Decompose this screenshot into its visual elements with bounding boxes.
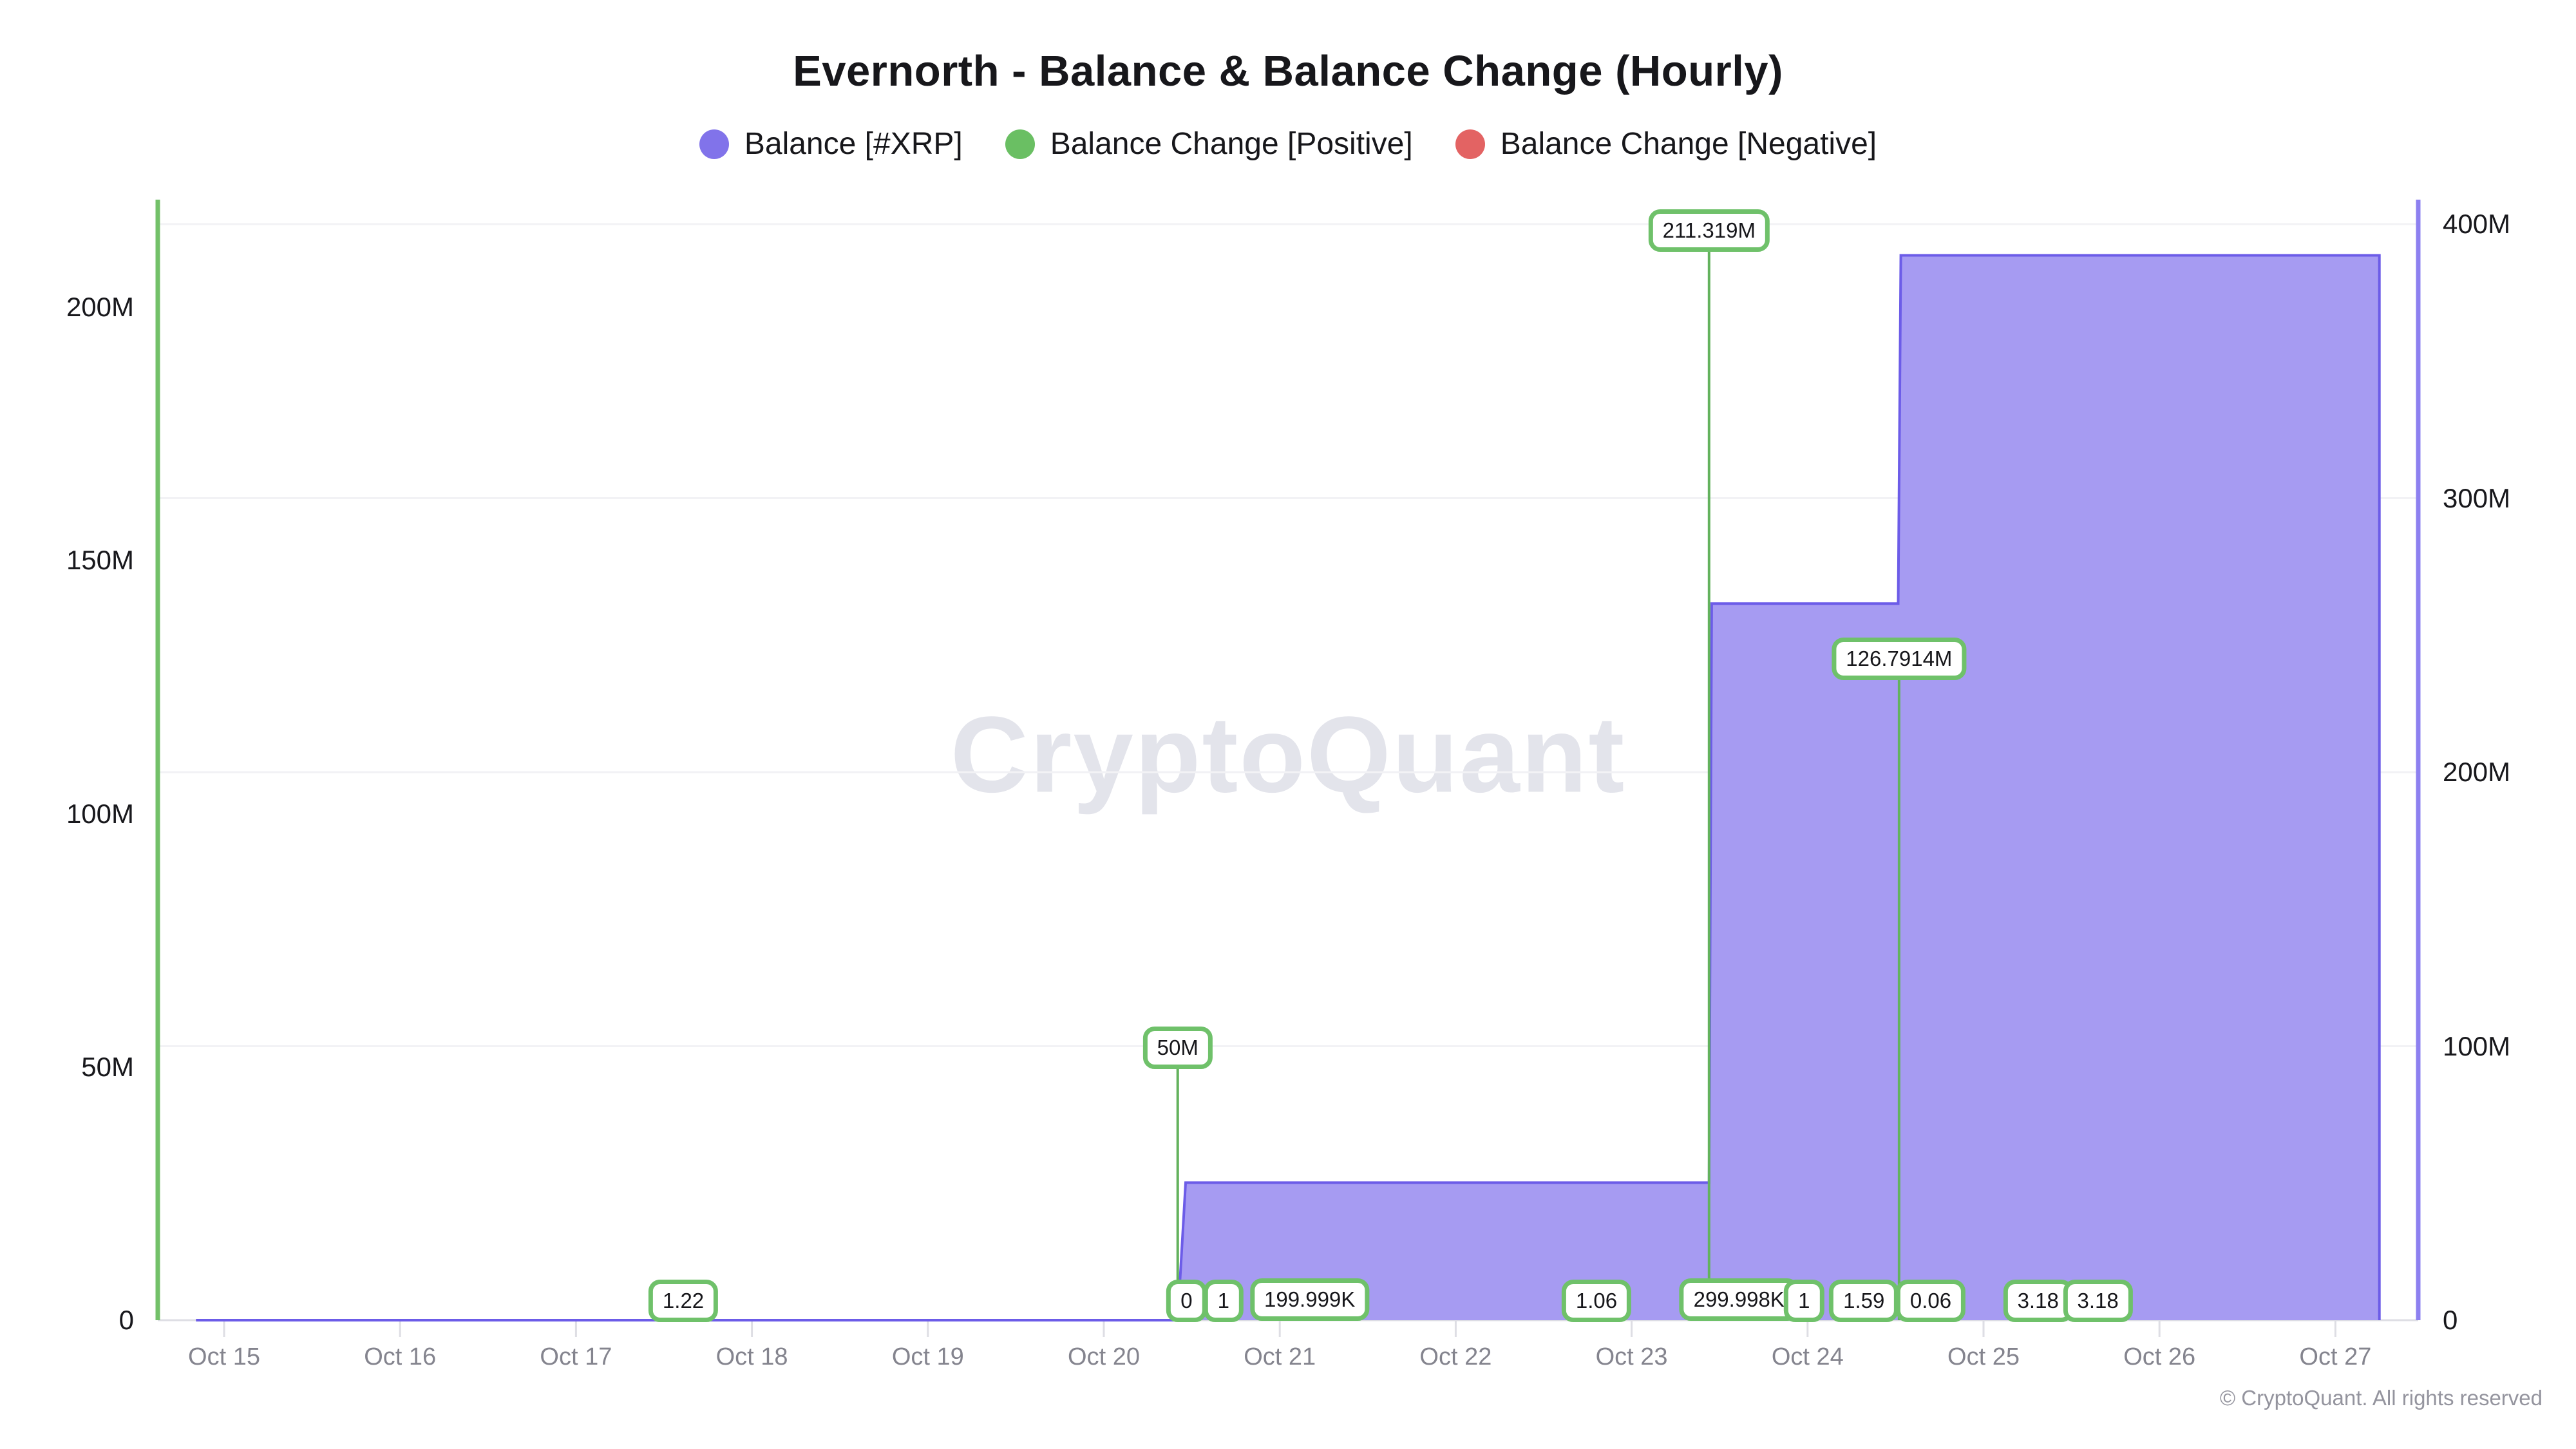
left-axis-tick-label: 100M <box>66 798 134 829</box>
copyright-text: © CryptoQuant. All rights reserved <box>2219 1386 2543 1410</box>
right-axis-tick-label: 400M <box>2443 209 2511 239</box>
balance-change-callout: 0.06 <box>1895 1280 1966 1322</box>
right-axis-tick-label: 100M <box>2443 1030 2511 1061</box>
x-axis-tick-label: Oct 20 <box>1068 1343 1140 1370</box>
x-axis-tick-label: Oct 21 <box>1244 1343 1316 1370</box>
left-axis-tick-label: 50M <box>81 1051 134 1082</box>
legend-item-balance[interactable]: Balance [#XRP] <box>699 126 963 162</box>
x-axis-tick-label: Oct 25 <box>1947 1343 2020 1370</box>
legend-item-balance-change-positive[interactable]: Balance Change [Positive] <box>1005 126 1413 162</box>
left-axis-tick-label: 0 <box>118 1305 134 1335</box>
x-axis-tick-label: Oct 23 <box>1595 1343 1668 1370</box>
legend-dot-negative-icon <box>1455 129 1485 159</box>
x-axis-tick-label: Oct 27 <box>2299 1343 2372 1370</box>
left-axis-tick-label: 200M <box>66 292 134 322</box>
x-axis-tick-label: Oct 18 <box>715 1343 788 1370</box>
legend-label-negative: Balance Change [Negative] <box>1500 127 1877 161</box>
balance-change-callout: 199.999K <box>1249 1278 1370 1321</box>
legend-dot-positive-icon <box>1005 129 1035 159</box>
balance-change-callout: 3.18 <box>2003 1280 2073 1322</box>
right-axis-tick-label: 200M <box>2443 757 2511 787</box>
x-axis-tick-label: Oct 17 <box>540 1343 612 1370</box>
chart-legend: Balance [#XRP] Balance Change [Positive]… <box>0 126 2576 162</box>
chart-title: Evernorth - Balance & Balance Change (Ho… <box>793 47 1783 95</box>
balance-area <box>196 255 2380 1320</box>
right-axis-tick-label: 300M <box>2443 482 2511 513</box>
legend-label-balance: Balance [#XRP] <box>744 127 963 161</box>
balance-change-callout: 126.7914M <box>1832 637 1967 680</box>
balance-change-callout: 1.59 <box>1829 1280 1899 1322</box>
legend-dot-balance-icon <box>699 129 729 159</box>
balance-change-callout: 211.319M <box>1648 209 1770 252</box>
legend-item-balance-change-negative[interactable]: Balance Change [Negative] <box>1455 126 1877 162</box>
right-axis-tick-label: 0 <box>2443 1305 2458 1335</box>
legend-label-positive: Balance Change [Positive] <box>1050 127 1413 161</box>
balance-change-callout: 1 <box>1784 1280 1824 1322</box>
balance-change-callout: 1 <box>1203 1280 1244 1322</box>
x-axis-tick-label: Oct 19 <box>891 1343 964 1370</box>
x-axis-tick-label: Oct 15 <box>188 1343 260 1370</box>
x-axis-tick-label: Oct 24 <box>1771 1343 1844 1370</box>
left-axis-tick-label: 150M <box>66 545 134 576</box>
balance-change-callout: 3.18 <box>2063 1280 2133 1322</box>
x-axis-tick-label: Oct 16 <box>364 1343 437 1370</box>
x-axis-tick-label: Oct 26 <box>2123 1343 2196 1370</box>
balance-change-callout: 1.06 <box>1561 1280 1632 1322</box>
balance-change-callout: 0 <box>1166 1280 1207 1322</box>
balance-change-callout: 50M <box>1142 1026 1213 1069</box>
balance-change-callout: 1.22 <box>648 1280 719 1322</box>
balance-line <box>196 254 2381 1321</box>
x-axis-tick-label: Oct 22 <box>1419 1343 1492 1370</box>
balance-change-callout: 299.998K <box>1679 1278 1799 1321</box>
